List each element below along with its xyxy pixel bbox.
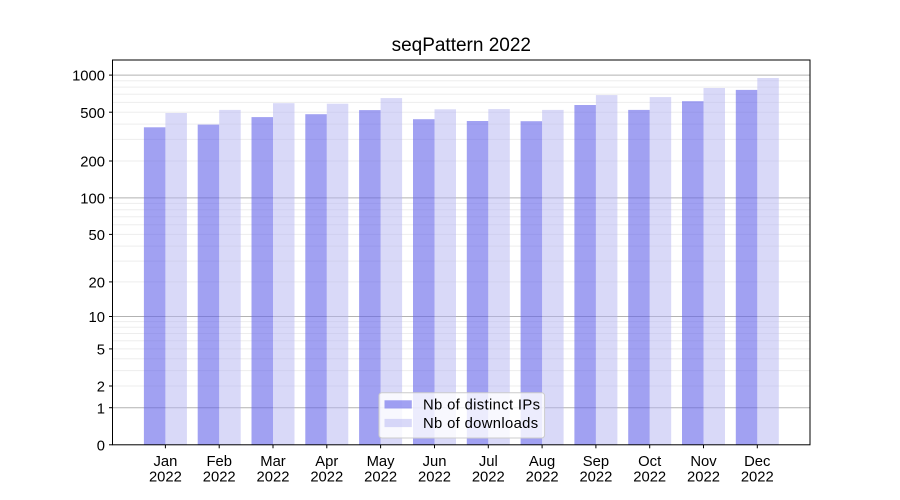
svg-text:Mar: Mar xyxy=(260,454,286,470)
svg-text:2022: 2022 xyxy=(364,469,397,485)
svg-text:200: 200 xyxy=(80,155,105,171)
svg-text:Jun: Jun xyxy=(423,454,447,470)
svg-text:0: 0 xyxy=(97,438,105,454)
svg-text:1000: 1000 xyxy=(72,69,105,85)
svg-text:Dec: Dec xyxy=(744,454,771,470)
svg-text:Oct: Oct xyxy=(638,454,661,470)
svg-text:May: May xyxy=(367,454,396,470)
svg-text:2022: 2022 xyxy=(149,469,182,485)
svg-text:50: 50 xyxy=(89,228,105,244)
svg-text:1: 1 xyxy=(97,401,105,417)
svg-text:20: 20 xyxy=(89,276,105,292)
svg-text:10: 10 xyxy=(89,310,105,326)
svg-text:Nov: Nov xyxy=(690,454,717,470)
svg-text:seqPattern 2022: seqPattern 2022 xyxy=(392,35,531,56)
svg-text:2022: 2022 xyxy=(633,469,666,485)
svg-text:2022: 2022 xyxy=(741,469,774,485)
svg-text:500: 500 xyxy=(80,106,105,122)
svg-text:2022: 2022 xyxy=(472,469,505,485)
svg-text:Aug: Aug xyxy=(529,454,555,470)
svg-text:Jul: Jul xyxy=(479,454,498,470)
svg-text:2022: 2022 xyxy=(579,469,612,485)
svg-text:Apr: Apr xyxy=(315,454,338,470)
svg-text:Feb: Feb xyxy=(206,454,232,470)
svg-text:Nb of downloads: Nb of downloads xyxy=(423,416,538,432)
svg-text:2022: 2022 xyxy=(203,469,236,485)
svg-text:2022: 2022 xyxy=(257,469,290,485)
svg-text:2022: 2022 xyxy=(687,469,720,485)
svg-text:Nb of distinct IPs: Nb of distinct IPs xyxy=(423,397,540,413)
svg-text:2022: 2022 xyxy=(526,469,559,485)
svg-text:Jan: Jan xyxy=(153,454,177,470)
svg-text:2022: 2022 xyxy=(310,469,343,485)
svg-text:100: 100 xyxy=(80,192,105,208)
svg-text:Sep: Sep xyxy=(583,454,609,470)
svg-text:5: 5 xyxy=(97,343,105,359)
svg-text:2: 2 xyxy=(97,380,105,396)
svg-text:2022: 2022 xyxy=(418,469,451,485)
